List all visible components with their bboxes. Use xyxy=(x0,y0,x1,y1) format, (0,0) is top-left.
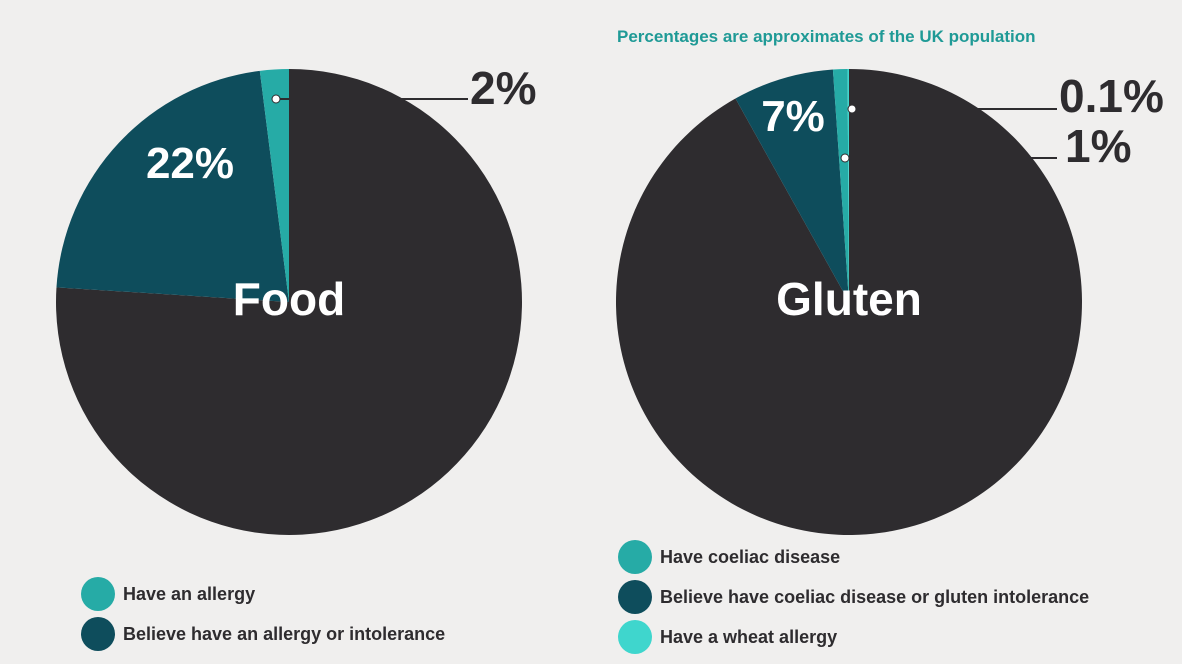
gluten-pie-title: Gluten xyxy=(776,273,922,325)
legend-item: Have coeliac disease xyxy=(618,537,1089,577)
legend-swatch xyxy=(618,580,652,614)
food-pie: Food 2% 22% xyxy=(56,62,536,536)
gluten-value-label: 0.1% xyxy=(1059,70,1164,122)
food-slice-believe-have-an-allergy-or-intolerance xyxy=(56,70,290,302)
food-slice-remainder xyxy=(56,69,523,536)
gluten-slice-remainder xyxy=(615,69,1082,535)
gluten-slice-believe-have-coeliac-disease-or-gluten-intolerance xyxy=(735,69,849,302)
food-value-label: 22% xyxy=(146,139,234,188)
legend-item: Have a wheat allergy xyxy=(618,617,1089,657)
gluten-leader-dot xyxy=(847,104,857,114)
legend-label: Believe have coeliac disease or gluten i… xyxy=(660,586,1090,607)
legend-label: Believe have an allergy or intolerance xyxy=(123,623,446,644)
gluten-slice-have-a-wheat-allergy xyxy=(847,68,849,302)
legend-item: Believe have an allergy or intolerance xyxy=(81,614,445,654)
legend-item: Believe have coeliac disease or gluten i… xyxy=(618,577,1089,617)
chart-subtitle: Percentages are approximates of the UK p… xyxy=(617,27,1036,46)
legend-label: Have coeliac disease xyxy=(660,546,841,567)
gluten-pie: Gluten 0.1%1% 7% xyxy=(615,68,1164,535)
legend-swatch xyxy=(81,617,115,651)
legend-label: Have an allergy xyxy=(123,583,256,604)
legend-swatch xyxy=(81,577,115,611)
gluten-legend: Have coeliac disease Believe have coeliac… xyxy=(618,537,1089,657)
legend-label: Have a wheat allergy xyxy=(660,626,838,647)
gluten-value-label: 1% xyxy=(1065,120,1131,172)
food-slice-have-an-allergy xyxy=(259,69,289,302)
gluten-value-label: 7% xyxy=(761,92,825,141)
food-legend: Have an allergy Believe have an allergy o… xyxy=(81,574,445,654)
gluten-slice-have-coeliac-disease xyxy=(832,69,849,302)
gluten-leader-dot xyxy=(840,153,850,163)
food-leader-dot xyxy=(271,94,281,104)
legend-swatch xyxy=(618,540,652,574)
legend-swatch xyxy=(618,620,652,654)
food-pie-title: Food xyxy=(233,273,345,325)
food-value-label: 2% xyxy=(470,62,536,114)
legend-item: Have an allergy xyxy=(81,574,445,614)
